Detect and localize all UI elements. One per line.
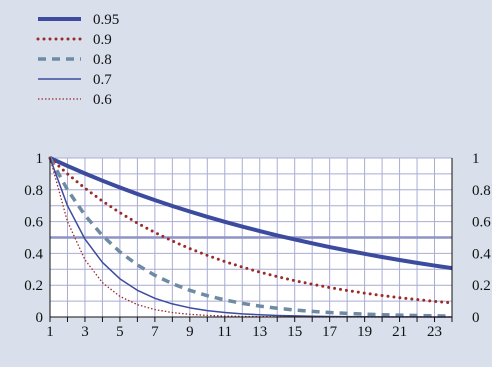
x-tick-label: 21: [392, 324, 407, 340]
y-tick-label-right: 0: [472, 310, 480, 326]
x-tick-label: 3: [81, 324, 89, 340]
y-tick-label-left: 0.8: [24, 183, 43, 199]
series-line-0-8: [48, 157, 453, 318]
chart-legend: 0.95 0.9 0.8 0.7 0.6: [36, 12, 119, 108]
x-tick-label: 17: [322, 324, 338, 340]
x-tick-label: 13: [252, 324, 267, 340]
y-axis-left-ticks: 0 0.2 0.4 0.6 0.8 1: [24, 151, 43, 326]
y-tick-label-left: 0.6: [24, 215, 43, 231]
x-tick-label: 7: [151, 324, 159, 340]
y-tick-label-right: 0.2: [472, 278, 491, 294]
x-tick-label: 5: [116, 324, 124, 340]
x-tick-label: 15: [287, 324, 302, 340]
x-tick-label: 19: [357, 324, 372, 340]
legend-label-0-6: 0.6: [93, 92, 112, 108]
y-tick-label-left: 1: [36, 151, 44, 167]
y-tick-label-left: 0: [36, 310, 44, 326]
legend-label-0-95: 0.95: [93, 12, 119, 28]
legend-label-0-9: 0.9: [93, 32, 112, 48]
series-line-0-6: [49, 157, 452, 318]
x-axis-ticks: 1 3 5 7 9 11 13 15 17 19 21 23: [46, 317, 453, 340]
x-tick-label: 23: [427, 324, 442, 340]
chart-axes: [49, 158, 453, 318]
x-tick-label: 11: [218, 324, 232, 340]
y-axis-right-ticks: 0 0.2 0.4 0.6 0.8 1: [472, 151, 491, 326]
y-tick-label-right: 0.8: [472, 183, 491, 199]
x-tick-label: 9: [186, 324, 194, 340]
x-tick-label: 1: [46, 324, 54, 340]
y-tick-label-right: 0.6: [472, 215, 491, 231]
y-tick-label-right: 1: [472, 151, 480, 167]
legend-label-0-8: 0.8: [93, 52, 112, 68]
y-tick-label-right: 0.4: [472, 246, 491, 262]
legend-label-0-7: 0.7: [93, 72, 112, 88]
series-line-0-95: [49, 156, 453, 271]
y-tick-label-left: 0.2: [24, 278, 43, 294]
series-line-0-9: [48, 156, 454, 305]
y-tick-label-left: 0.4: [24, 246, 43, 262]
